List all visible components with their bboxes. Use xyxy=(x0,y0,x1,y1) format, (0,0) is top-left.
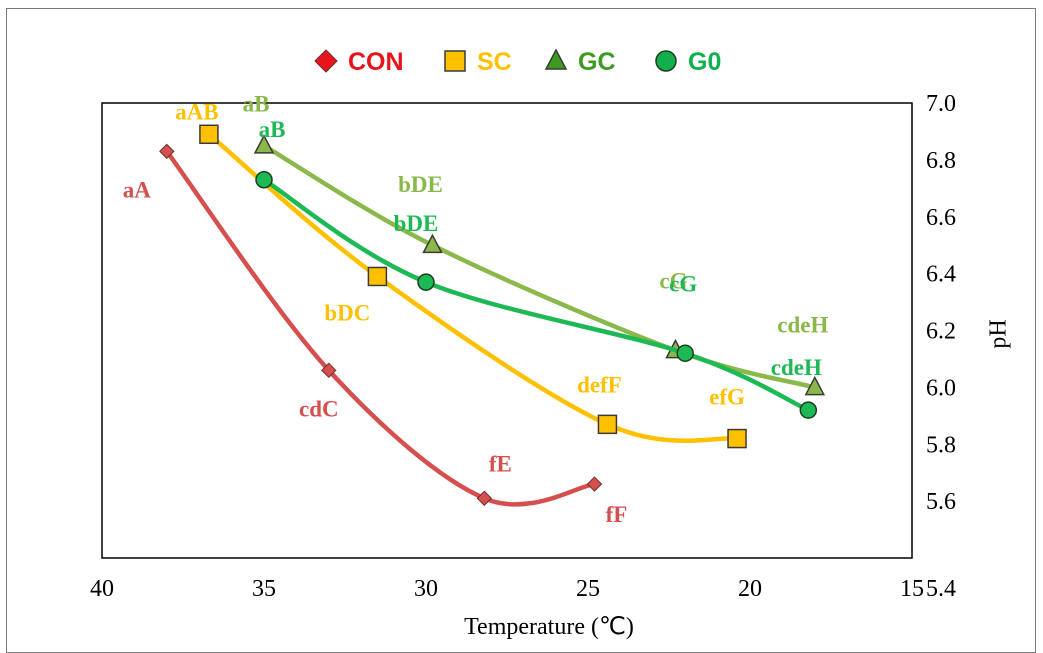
series-g0: aB bDE cG cdeH xyxy=(255,117,822,419)
series-line-g0 xyxy=(261,177,811,413)
data-label-gc: cdeH xyxy=(777,312,828,337)
y-tick-label: 7.0 xyxy=(926,91,956,117)
data-label-g0: cdeH xyxy=(771,355,822,380)
series-line-sc xyxy=(206,132,740,443)
x-axis-title: Temperature (℃) xyxy=(464,614,634,640)
legend-label-g0: G0 xyxy=(688,48,721,76)
data-label-g0: aB xyxy=(259,117,286,142)
data-point-con xyxy=(586,476,603,492)
y-axis-title: pH xyxy=(986,319,1012,348)
x-tick-label: 30 xyxy=(414,576,438,602)
legend-item-sc: SC xyxy=(444,48,512,76)
chart-frame xyxy=(6,8,1036,653)
y-tick-label: 6.0 xyxy=(926,375,956,401)
data-point-g0 xyxy=(417,273,435,291)
legend-marker-sc xyxy=(444,50,466,72)
legend: CON SC GC G0 xyxy=(314,48,721,76)
series-sc: aAB bDC defF efG xyxy=(175,99,747,449)
data-point-gc xyxy=(253,134,275,154)
data-label-sc: bDC xyxy=(324,300,370,325)
data-point-gc xyxy=(804,375,826,396)
data-label-gc: cG xyxy=(659,268,687,293)
legend-marker-g0 xyxy=(655,50,677,72)
data-point-g0 xyxy=(676,344,694,362)
series-con: aA cdC fE fF xyxy=(123,143,628,527)
legend-marker-gc xyxy=(544,48,568,70)
y-tick-label: 6.6 xyxy=(926,205,956,231)
data-point-g0 xyxy=(799,401,818,419)
data-label-con: fF xyxy=(606,502,628,527)
data-label-gc: aB xyxy=(243,92,270,117)
y-tick-label: 6.2 xyxy=(926,319,956,345)
series-gc: aB bDE cG cdeH xyxy=(243,92,828,396)
data-label-con: cdC xyxy=(299,396,339,421)
legend-label-sc: SC xyxy=(477,48,512,76)
legend-item-con: CON xyxy=(314,48,404,76)
x-axis-ticks: 40 35 30 25 20 15 xyxy=(90,576,924,602)
data-point-g0 xyxy=(255,171,273,189)
data-point-con xyxy=(476,490,493,506)
data-label-con: fE xyxy=(489,451,512,476)
data-point-con xyxy=(321,362,337,379)
x-tick-label: 40 xyxy=(90,576,114,602)
data-point-sc xyxy=(367,266,388,287)
legend-label-gc: GC xyxy=(578,48,616,76)
data-label-sc: aAB xyxy=(175,99,218,124)
data-point-gc xyxy=(422,233,443,254)
y-axis-ticks: 5.4 5.6 5.8 6.0 6.2 6.4 6.6 6.8 7.0 xyxy=(926,91,956,602)
data-label-con: aA xyxy=(123,177,152,202)
legend-item-g0: G0 xyxy=(655,48,721,76)
legend-item-gc: GC xyxy=(544,48,616,76)
data-point-con xyxy=(159,143,175,160)
x-tick-label: 20 xyxy=(738,576,762,602)
x-tick-label: 15 xyxy=(900,576,924,602)
data-point-sc xyxy=(727,428,747,449)
y-tick-label: 5.4 xyxy=(926,576,956,602)
series-line-con xyxy=(164,149,597,507)
x-tick-label: 35 xyxy=(252,576,276,602)
data-label-gc: bDE xyxy=(398,172,443,197)
data-label-g0: bDE xyxy=(394,211,439,236)
y-tick-label: 6.4 xyxy=(926,262,956,288)
data-point-sc xyxy=(597,414,618,435)
data-point-sc xyxy=(199,124,219,145)
data-label-sc: defF xyxy=(577,372,622,397)
y-tick-label: 5.8 xyxy=(926,432,956,458)
legend-marker-con xyxy=(314,49,338,73)
x-tick-label: 25 xyxy=(576,576,600,602)
data-label-g0: cG xyxy=(669,271,697,296)
y-tick-label: 6.8 xyxy=(926,148,956,174)
series-layer: aA cdC fE fF aAB bDC defF efG aB bDE cG cdeH aB bDE cG… xyxy=(123,92,829,527)
plot-area xyxy=(101,102,913,559)
series-line-gc xyxy=(261,143,818,390)
y-tick-label: 5.6 xyxy=(926,489,956,515)
legend-label-con: CON xyxy=(348,48,404,76)
data-label-sc: efG xyxy=(709,385,745,410)
